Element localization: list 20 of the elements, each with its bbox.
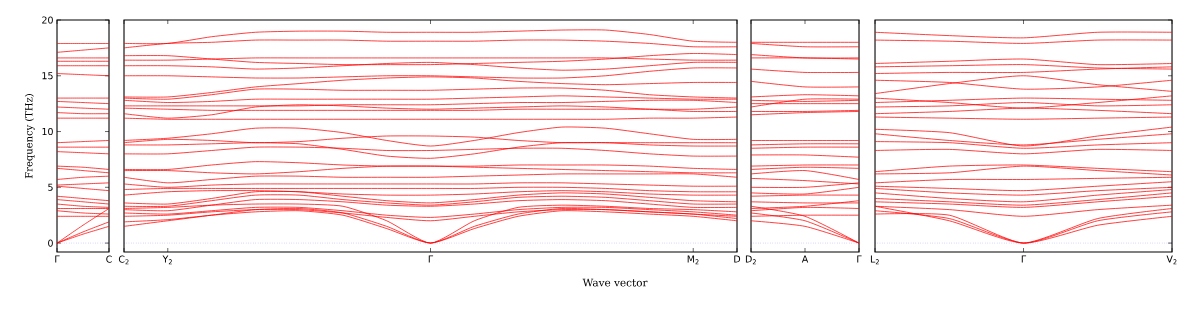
x-tick-label: L$_{2}$ [870,255,879,265]
y-tick-label: 5 [48,183,53,191]
x-tick-label: Y$_{2}$ [162,255,172,265]
x-axis-title: Wave vector [582,278,648,287]
x-tick-label: M$_{2}$ [687,255,699,265]
y-axis-title: Frequency (THz) [24,94,35,179]
y-tick-label: 20 [42,16,53,24]
x-tick-label: C [106,255,112,263]
x-tick-label: C$_{2}$ [118,255,129,265]
x-tick-label: Γ [55,255,60,263]
x-tick-label: Γ [857,255,862,263]
x-tick-label: Γ [428,255,434,263]
x-tick-label: D [734,255,741,263]
x-tick-label: A [801,255,809,263]
x-tick-label: D$_{2}$ [745,255,756,265]
y-tick-label: 10 [42,127,53,136]
y-tick-label: 0 [48,239,53,247]
y-tick-label: 15 [42,72,53,80]
x-tick-label: Γ [1021,255,1027,263]
x-tick-label: V$_{2}$ [1166,255,1177,265]
